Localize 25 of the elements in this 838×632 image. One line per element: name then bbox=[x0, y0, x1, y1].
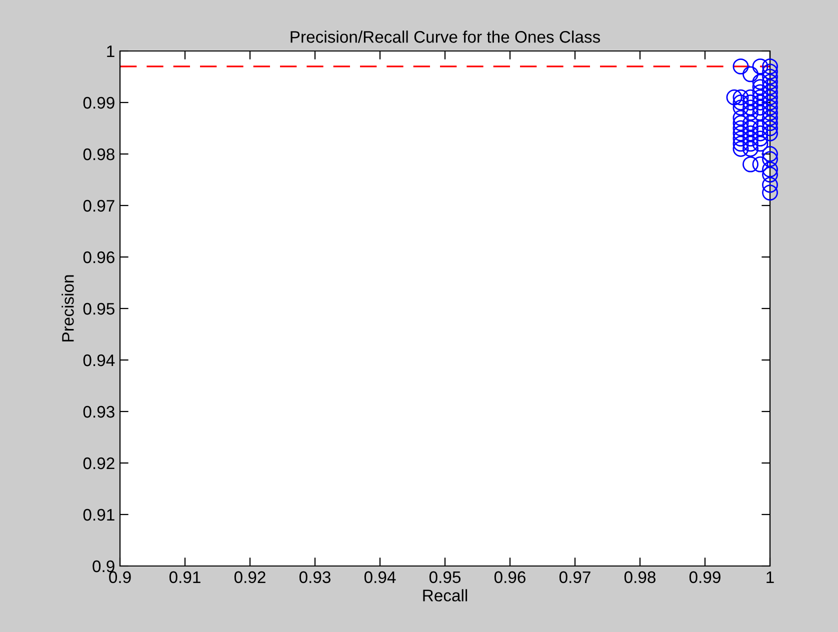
y-tick-label: 0.96 bbox=[83, 251, 114, 264]
x-tick-label: 0.99 bbox=[689, 571, 720, 584]
x-tick-label: 0.91 bbox=[169, 571, 200, 584]
y-tick-label: 0.92 bbox=[83, 457, 114, 470]
x-axis-title: Recall bbox=[423, 589, 468, 602]
y-tick-label: 0.94 bbox=[83, 354, 115, 366]
y-tick-label: 0.93 bbox=[83, 406, 114, 418]
x-tick-label: 0.92 bbox=[234, 571, 266, 584]
x-tick-label: 1 bbox=[766, 571, 774, 583]
y-tick-label: 0.95 bbox=[83, 302, 114, 315]
x-tick-label: 0.93 bbox=[299, 571, 330, 584]
y-axis-title: Precision bbox=[62, 275, 74, 342]
x-tick-label: 0.98 bbox=[624, 571, 656, 584]
y-tick-label: 0.99 bbox=[83, 96, 114, 109]
y-tick-label: 0.98 bbox=[83, 148, 114, 160]
x-tick-label: 0.9 bbox=[109, 571, 131, 584]
x-tick-label: 0.95 bbox=[429, 571, 461, 584]
y-tick-label: 0.97 bbox=[83, 200, 114, 212]
y-tick-label: 1 bbox=[107, 46, 114, 58]
y-tick-label: 0.91 bbox=[83, 508, 114, 521]
y-tick-label: 0.9 bbox=[92, 560, 114, 572]
x-tick-label: 0.96 bbox=[494, 571, 526, 584]
x-tick-label: 0.94 bbox=[364, 571, 396, 584]
chart-title: Precision/Recall Curve for the Ones Class bbox=[290, 30, 600, 43]
x-tick-label: 0.97 bbox=[559, 571, 590, 584]
